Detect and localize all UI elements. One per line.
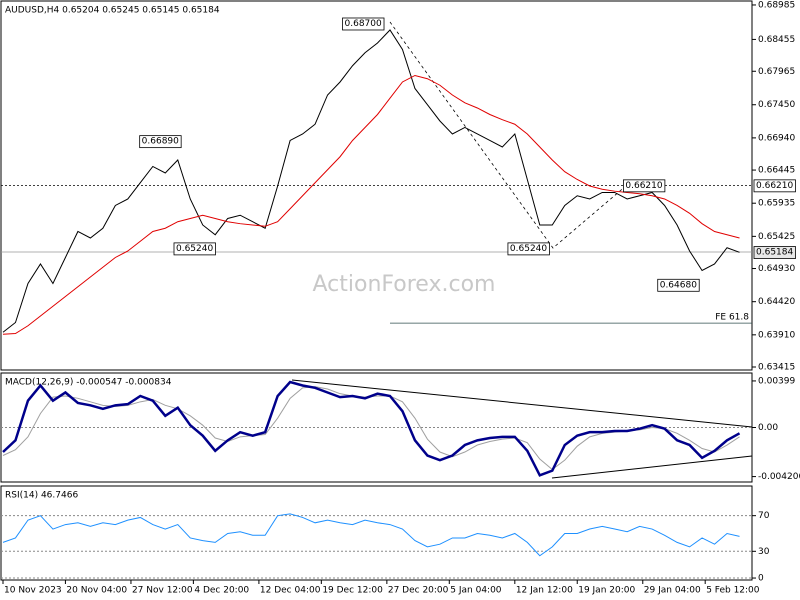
y-tick-label: 0.68455 [758, 35, 795, 45]
y-tick-label: 0.67450 [758, 100, 795, 110]
x-tick-label: 5 Jan 04:00 [450, 586, 502, 596]
price-label: 0.68700 [345, 19, 382, 29]
watermark: ActionForex.com [313, 272, 496, 297]
series-line [2, 29, 740, 333]
y-tick-label: 30 [758, 547, 770, 557]
x-tick-label: 20 Nov 04:00 [66, 586, 127, 596]
swing-line [389, 21, 628, 249]
x-tick-label: 12 Dec 04:00 [260, 586, 321, 596]
y-tick-label: 0.63910 [758, 330, 795, 340]
tag-box [657, 278, 700, 292]
tag-box [507, 242, 550, 256]
tag-box [173, 242, 216, 256]
x-tick-label: 19 Dec 12:00 [322, 586, 383, 596]
y-tick-label: 0.66940 [758, 133, 795, 143]
x-tick-label: 4 Dec 20:00 [194, 586, 249, 596]
price-label: 0.64680 [660, 280, 697, 290]
fe-label: FE 61.8 [715, 313, 749, 323]
x-tick-label: 5 Feb 12:00 [706, 586, 760, 596]
price-label: 0.65240 [510, 244, 547, 254]
tag-box [139, 135, 182, 149]
x-tick-label: 27 Nov 12:00 [132, 586, 193, 596]
x-tick-label: 19 Jan 20:00 [578, 586, 635, 596]
tag-box [622, 179, 666, 193]
y-tick-label: 0.63415 [758, 363, 795, 373]
x-tick-label: 27 Dec 20:00 [388, 586, 449, 596]
macd-trendline [551, 455, 753, 479]
x-tick-label: 10 Nov 2023 [4, 586, 62, 596]
y-tick-label: 0.00 [758, 423, 778, 433]
panel-title: RSI(14) 46.7466 [5, 491, 78, 501]
panel-frame [0, 485, 753, 581]
y-tick-label: 70 [758, 511, 770, 521]
y-tick-label: 0.00399 [758, 376, 795, 386]
y-tick-label: 0.67965 [758, 67, 795, 77]
y-tick-label: 0.66445 [758, 166, 795, 176]
y-tick-label: 0.64930 [758, 264, 795, 274]
price-label: 0.66210 [625, 181, 662, 191]
x-tick-label: 29 Jan 04:00 [644, 586, 701, 596]
y-tick-label: 0.68985 [758, 0, 795, 10]
panel-title: AUDUSD,H4 0.65204 0.65245 0.65145 0.6518… [5, 6, 220, 16]
y-tick-label: -0.004206 [758, 472, 800, 482]
series-line [2, 380, 741, 477]
tag-box [753, 246, 796, 259]
tag-box [753, 179, 796, 193]
series-line [2, 513, 740, 557]
series-line [2, 74, 740, 335]
price-tag: 0.65184 [756, 248, 793, 258]
panel-title: MACD(12,26,9) -0.000547 -0.000834 [5, 378, 172, 388]
price-label: 0.66890 [142, 137, 179, 147]
price-label: 0.65240 [176, 244, 213, 254]
y-tick-label: 0.64420 [758, 297, 795, 307]
y-tick-label: 0.65935 [758, 199, 795, 209]
macd-trendline [291, 379, 753, 428]
y-tick-label: 0.65425 [758, 232, 795, 242]
y-tick-label: 0 [758, 574, 764, 584]
price-tag: 0.66210 [756, 181, 793, 191]
tag-box [342, 17, 385, 31]
x-tick-label: 12 Jan 12:00 [516, 586, 573, 596]
